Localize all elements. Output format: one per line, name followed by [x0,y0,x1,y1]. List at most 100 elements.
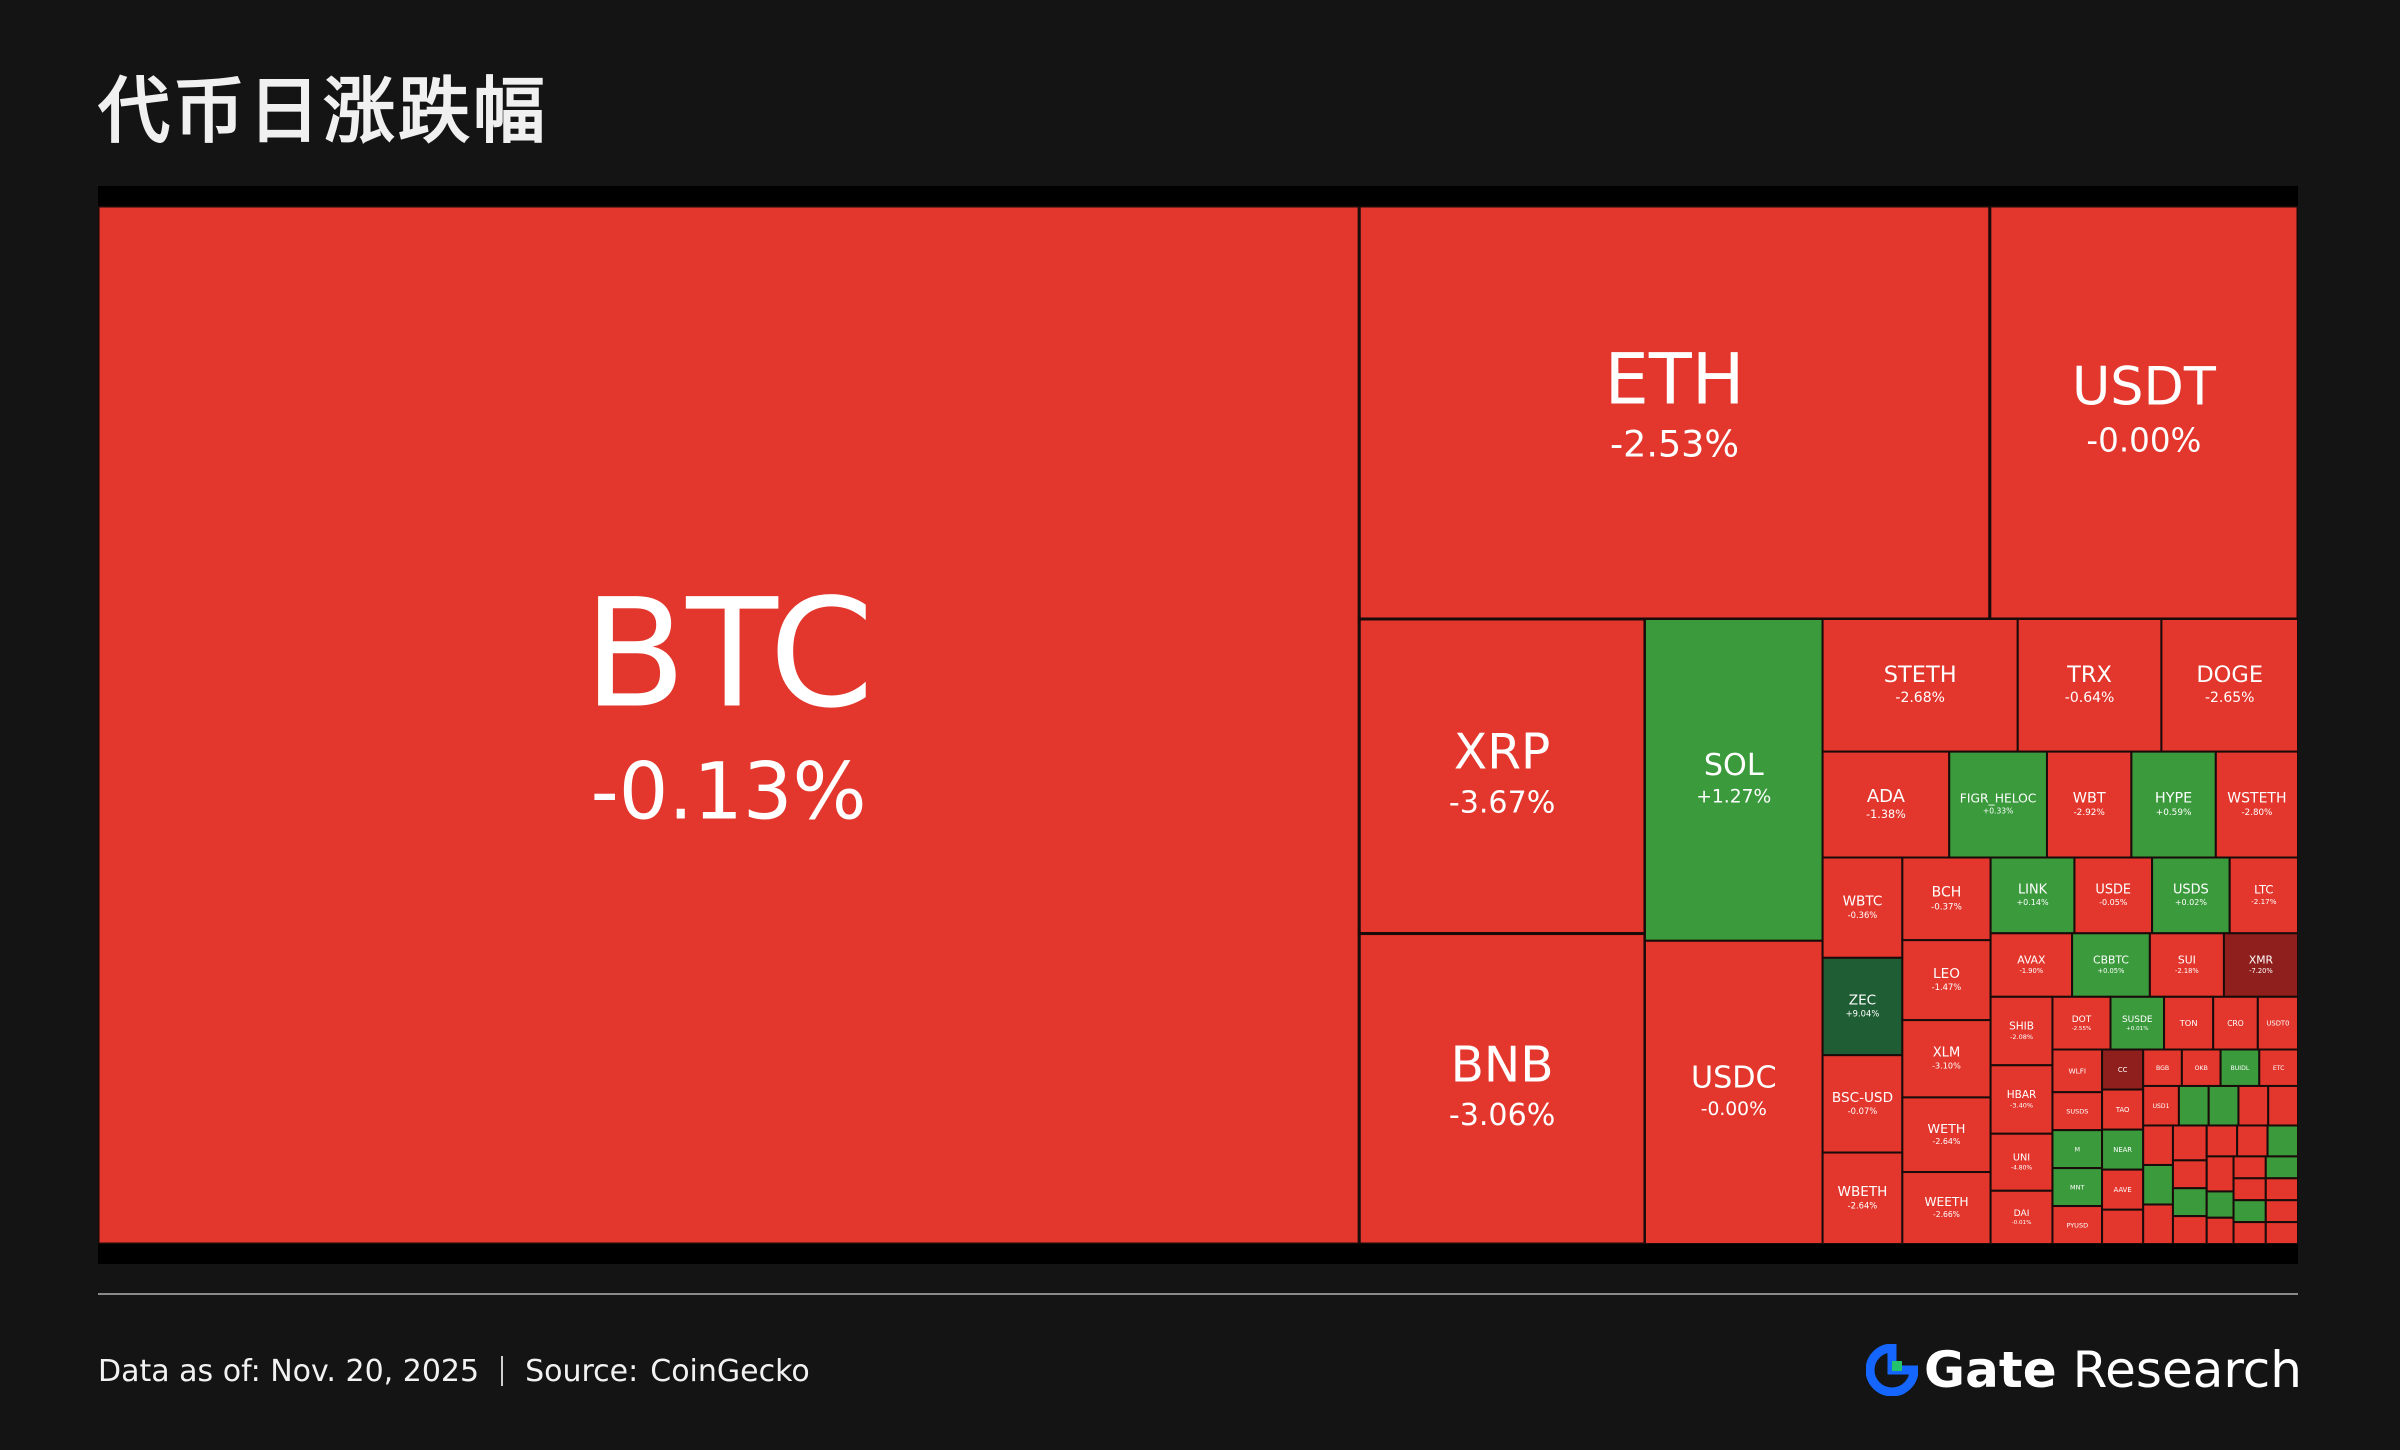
tile-name: USDT [2072,356,2217,417]
tile-wbtc: WBTC-0.36% [1821,856,1904,959]
tile-algo [2266,1124,2298,1158]
tile-rect [2258,1048,2298,1087]
tile-rect [2232,1155,2267,1180]
tile-wbt: WBT -2.92% [2045,750,2133,859]
tile-name: USDC [1691,1061,1777,1096]
tile-usdc: USDC -0.00% [1643,939,1824,1244]
tile-icp [2142,1124,2174,1166]
tile-change: +0.14% [2016,898,2049,907]
tile-name: CBBTC [2093,953,2129,966]
tile-name: BGB [2156,1065,2169,1072]
tile-bch: BCH-0.37% [1901,856,1992,942]
tile-aave: AAVE [2101,1168,2145,1211]
tile-leo: LEO-1.47% [1901,939,1992,1022]
tile-name: AVAX [2017,953,2046,966]
tile-change: -2.92% [2073,808,2104,818]
tile-hype: HYPE +0.59% [2130,750,2217,859]
tile-link: LINK+0.14% [1989,856,2076,935]
tile-cc: CC [2101,1048,2145,1091]
tile-change: -1.38% [1866,808,1906,821]
tile-rect [2151,856,2231,935]
brand-suffix: Research [2072,1341,2302,1399]
tile-rect [1989,932,2074,998]
treemap-chart: BTC-0.13%ETH-2.53%USDT-0.00%XRP-3.67%BNB… [98,206,2298,1244]
tile-etc: ETC [2258,1048,2298,1087]
tile-name: CC [2118,1066,2128,1074]
tile-rect [2101,1208,2145,1244]
tile-rect [2237,1084,2270,1127]
tile-name: SUSDS [2066,1107,2088,1115]
tile-xmr: XMR-7.20% [2222,932,2298,998]
tile-rect [2264,1199,2298,1224]
tile-change: -0.00% [2086,421,2201,459]
tile-wbeth: WBETH-2.64% [1821,1151,1904,1244]
tile-zec: ZEC+9.04% [1821,956,1904,1057]
tile-name: LEO [1933,966,1960,982]
tile-name: XMR [2249,953,2274,966]
tile-change: -0.00% [1701,1099,1767,1120]
tile-jup [2171,1187,2208,1218]
tile-name: BSC-USD [1832,1090,1893,1106]
tile-name: WLFI [2068,1066,2086,1075]
tile-name: XRP [1454,725,1550,781]
tile-change: +0.01% [2126,1026,2148,1032]
tile-rect [2130,750,2217,859]
tile-rect [2232,1177,2267,1202]
tile-rect [1901,939,1992,1022]
tile-kcs [2171,1124,2208,1162]
tile-avax: AVAX-1.90% [1989,932,2074,998]
tile-name: WEETH [1924,1195,1968,1209]
tile-rect [2177,1084,2210,1127]
tile-rect [2045,750,2133,859]
brand-logo: Gate Research [1866,1336,2302,1404]
tile-cbbtc: CBBTC+0.05% [2071,932,2151,998]
tile-pengu [2264,1199,2298,1224]
tile-change: -2.08% [2010,1033,2033,1041]
tile-change: -0.01% [2012,1220,2032,1226]
tile-change: +0.02% [2175,898,2208,907]
tile-name: SHIB [2009,1020,2034,1032]
tile-name: ADA [1867,786,1906,807]
tile-fil [2171,1215,2208,1244]
tile-name: BNB [1451,1037,1554,1093]
footer-meta: Data as of: Nov. 20, 2025 Source: CoinGe… [98,1351,810,1391]
tile-change: -0.36% [1848,910,1878,920]
tile-change: -2.55% [2072,1026,2092,1032]
tile-rect [1643,617,1824,942]
tile-rect [2214,750,2298,859]
tile-sei [2264,1177,2298,1202]
tile-name: WSTETH [2227,790,2286,806]
tile-rect [2264,1177,2298,1202]
tile-rect [1901,1019,1992,1099]
tile-change: -1.90% [2020,967,2044,975]
tile-hbar: HBAR-3.40% [1989,1064,2054,1135]
tile-name: SUSDE [2122,1015,2153,1025]
tile-m: M [2051,1129,2104,1170]
tile-name: DOT [2072,1015,2092,1025]
tile-name: USDE [2095,882,2131,897]
tile-name: USDS [2173,882,2209,897]
tile-rect [2142,1124,2174,1166]
tile-rect [2205,1124,2239,1158]
gate-logo-icon [1866,1344,1919,1396]
tile-qnt [2232,1177,2267,1202]
tile-dot: DOT-2.55% [2051,995,2112,1051]
tile-name: DOGE [2196,662,2263,688]
tile-rect [2266,1124,2298,1158]
tile-rect [1357,617,1647,936]
footer-separator [501,1356,504,1386]
tile-change: -2.66% [1933,1210,1960,1219]
tile-name: AAVE [2114,1186,2132,1194]
tile-btc: BTC-0.13% [98,206,1361,1244]
tile-sol: SOL +1.27% [1643,617,1824,942]
tile-usde: USDE-0.05% [2073,856,2154,935]
tile-bonk [2232,1199,2267,1224]
tile-change: -0.07% [1848,1106,1878,1116]
tile-usds: USDS+0.02% [2151,856,2231,935]
tile-rect [1989,1064,2054,1135]
tile-eth: ETH-2.53% [1357,206,1992,621]
tile-near: NEAR [2101,1128,2145,1171]
tile-usdt: USDT -0.00% [1988,206,2298,621]
tile-name: WBETH [1838,1184,1888,1200]
tile-rect [2101,1168,2145,1211]
